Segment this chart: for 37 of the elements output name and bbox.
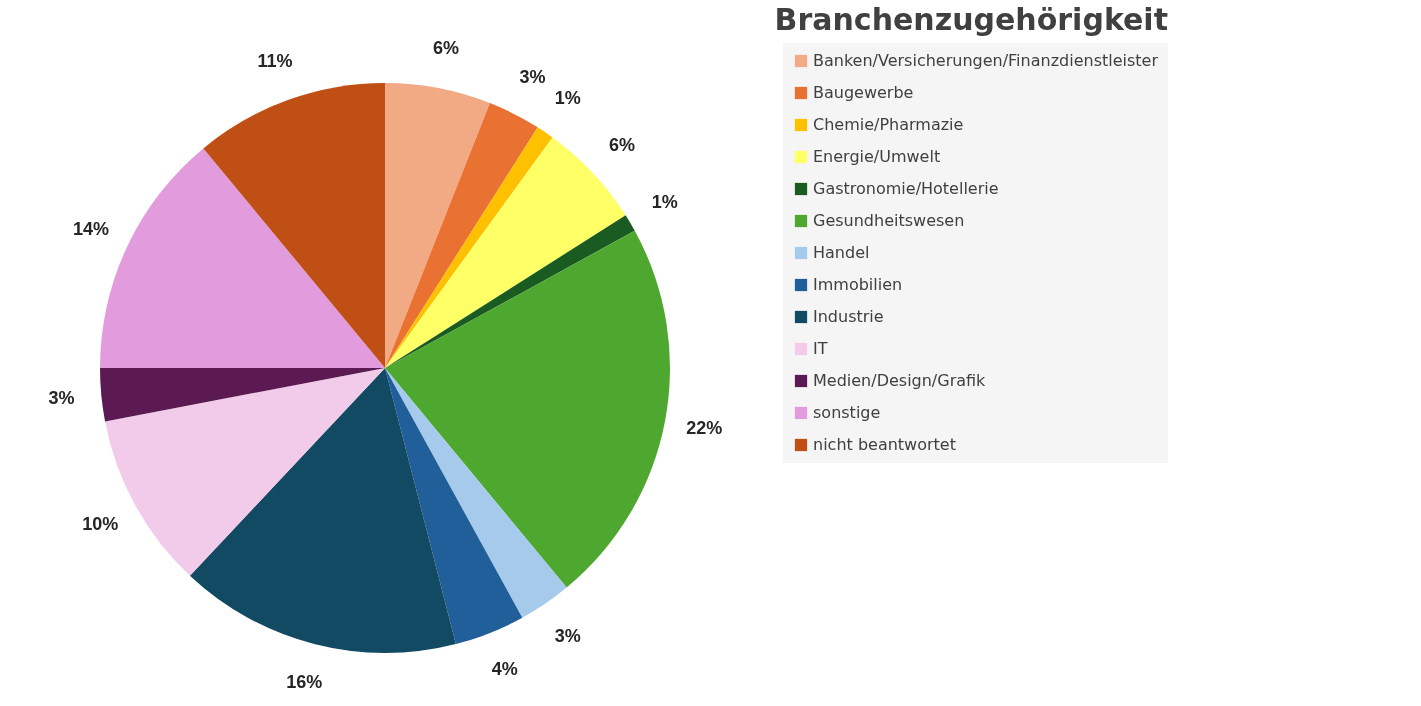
legend-label: Gastronomie/Hotellerie [813,179,999,198]
pie-slice [189,368,456,653]
legend-label: Industrie [813,307,884,326]
pie-slice [385,368,523,645]
data-label: 22% [686,417,723,438]
data-label: 10% [82,513,119,534]
data-label: 6% [432,37,459,58]
legend-label: IT [813,339,828,358]
pie-slice [385,215,635,368]
legend-label: sonstige [813,403,881,422]
legend-label: Energie/Umwelt [813,147,941,166]
pie-slice [100,368,385,422]
legend-label: Gesundheitswesen [813,211,965,230]
pie-slice [385,103,538,368]
pie-slice [385,127,553,368]
data-label: 3% [554,625,581,646]
data-label: 3% [48,387,75,408]
data-label: 14% [72,218,109,239]
data-label: 3% [519,67,546,88]
legend-label: Immobilien [813,275,903,294]
legend-label: Medien/Design/Grafik [813,371,987,390]
chart-title: Branchenzugehörigkeit [774,1,1168,37]
data-label: 1% [651,191,678,212]
pie-slice [385,368,567,618]
pie-slice [385,230,670,588]
data-label: 6% [608,134,635,155]
legend-label: Handel [813,243,870,262]
data-label: 1% [554,88,581,109]
legend-label: Banken/Versicherungen/Finanzdienstleister [813,51,1159,70]
data-label: 4% [491,659,518,680]
pie-slice [385,83,490,368]
legend-label: nicht beantwortet [813,435,956,454]
data-label: 16% [286,671,323,692]
legend-label: Baugewerbe [813,83,914,102]
pie-slice [203,83,385,368]
data-label: 11% [257,51,293,72]
legend-label: Chemie/Pharmazie [813,115,964,134]
